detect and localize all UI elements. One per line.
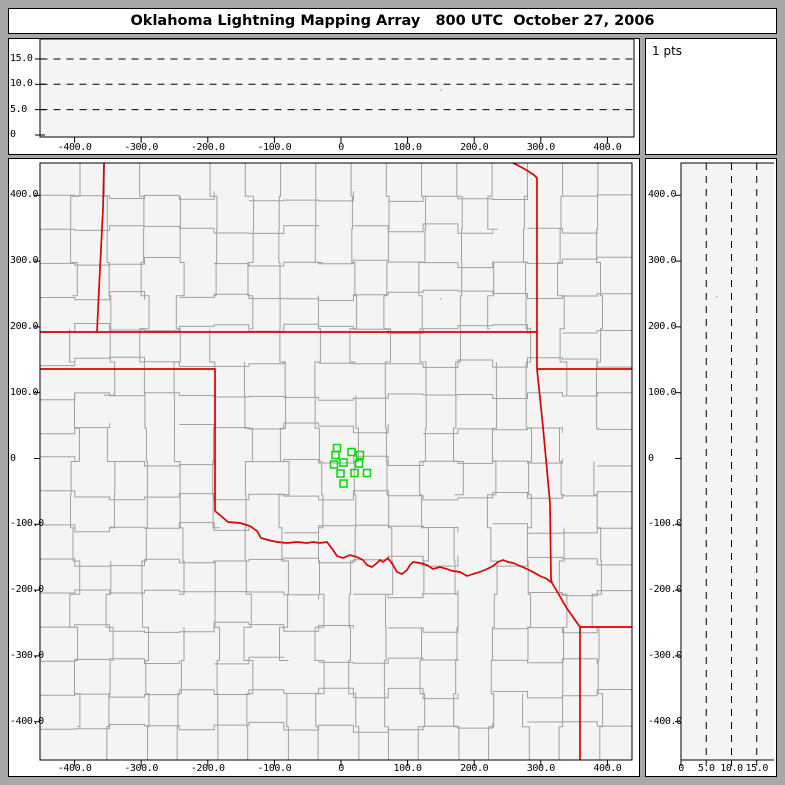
axis-tick-label: 200.0	[460, 763, 489, 774]
axis-tick-label: 400.0	[648, 189, 677, 201]
axis-tick-label: 100.0	[648, 386, 677, 398]
axis-tick-label: 300.0	[648, 255, 677, 267]
lma-station-marker	[355, 450, 365, 460]
axis-tick-label: -300.0	[124, 763, 159, 774]
lma-station-marker	[329, 460, 339, 469]
axis-tick-label: 200.0	[10, 320, 39, 332]
plan-view-map-plot[interactable]	[9, 159, 637, 774]
county-boundaries	[40, 163, 632, 760]
axis-tick-label: 15.0	[10, 52, 33, 64]
lma-station-marker	[350, 468, 359, 478]
axis-tick-label: 0	[10, 129, 16, 140]
panel-altitude-vs-eastwest[interactable]: 15.0 10.0 5.0 0 -400.0 -300.0 -200.0 -100.0 0 100…	[8, 38, 640, 155]
axis-tick-label: 400.0	[10, 189, 39, 201]
state-border	[551, 582, 581, 628]
axis-tick-label: 100.0	[393, 763, 423, 774]
axis-tick-label: 0	[338, 142, 344, 153]
state-border	[536, 368, 553, 584]
axis-tick-label: 5.0	[10, 103, 27, 115]
lma-station-marker	[336, 469, 345, 478]
panel-altitude-vs-northsouth[interactable]: 400.0 300.0 200.0 100.0 0 -100.0 -200.0 -300.0 -…	[645, 158, 777, 777]
points-count-label: 1 pts	[652, 44, 683, 58]
axis-tick-label: 100.0	[393, 142, 423, 153]
axis-tick-label: -100.0	[10, 518, 44, 530]
axis-tick-label: 300.0	[526, 763, 556, 774]
axis-tick-label: 400.0	[593, 763, 622, 774]
axis-tick-label: 0	[10, 452, 16, 464]
axis-tick-label: 0	[678, 763, 684, 774]
plot-background	[681, 163, 774, 760]
plot-frame	[39, 39, 635, 138]
axis-tick-label: -400.0	[10, 715, 44, 727]
window-title: Oklahoma Lightning Mapping Array 800 UTC…	[130, 13, 655, 29]
lma-station-marker	[331, 450, 340, 460]
lma-station-marker	[339, 479, 348, 488]
axis-tick-label: 0	[648, 452, 654, 464]
plot-frame	[680, 162, 774, 761]
axis-tick-label: 300.0	[526, 142, 556, 153]
altitude-eastwest-plot[interactable]	[9, 39, 637, 152]
axis-tick-label: 100.0	[10, 386, 39, 398]
plot-background	[40, 39, 634, 137]
axis-tick-label: -300.0	[124, 142, 159, 153]
axis-tick-label: -400.0	[57, 763, 92, 774]
lma-station-marker	[339, 458, 348, 467]
axis-tick-label: -300.0	[10, 649, 44, 661]
axis-tick-label: -200.0	[648, 584, 682, 596]
state-border	[96, 163, 105, 333]
axis-tick-label: -200.0	[10, 584, 44, 596]
axis-tick-label: -100.0	[648, 518, 682, 530]
window-title-bar: Oklahoma Lightning Mapping Array 800 UTC…	[8, 8, 777, 34]
axis-tick-label: 10.0	[720, 763, 743, 774]
lightning-source-point	[440, 89, 442, 91]
axis-tick-label: -100.0	[257, 142, 292, 153]
plot-frame	[39, 162, 633, 761]
axis-tick-label: 400.0	[593, 142, 622, 153]
axis-tick-label: 10.0	[10, 78, 33, 90]
axis-tick-label: 200.0	[648, 320, 677, 332]
panel-points-count: 1 pts	[645, 38, 777, 155]
lma-station-marker	[362, 468, 372, 478]
lightning-source-point	[440, 298, 442, 300]
axis-tick-label: -400.0	[648, 715, 682, 727]
axis-tick-label: 15.0	[745, 763, 769, 774]
lightning-source-point	[716, 296, 718, 298]
axis-tick-label: 300.0	[10, 255, 39, 267]
lma-station-marker	[347, 447, 356, 457]
lma-station-marker	[354, 459, 364, 468]
altitude-northsouth-plot[interactable]	[646, 159, 774, 774]
axis-tick-label: -200.0	[190, 763, 225, 774]
axis-tick-label: -300.0	[648, 649, 682, 661]
state-border	[40, 368, 216, 511]
state-border	[512, 163, 538, 369]
axis-tick-label: 200.0	[460, 142, 489, 153]
red-river-state-border	[214, 510, 553, 584]
panel-plan-view-map[interactable]: 400.0 300.0 200.0 100.0 0 -100.0 -200.0 -300.0 -…	[8, 158, 640, 777]
axis-tick-label: 0	[338, 763, 344, 774]
map-layers	[40, 163, 632, 760]
axis-tick-label: 5.0	[697, 763, 715, 774]
axis-tick-label: -400.0	[57, 142, 92, 153]
axis-tick-label: -200.0	[190, 142, 225, 153]
axis-tick-label: -100.0	[257, 763, 292, 774]
